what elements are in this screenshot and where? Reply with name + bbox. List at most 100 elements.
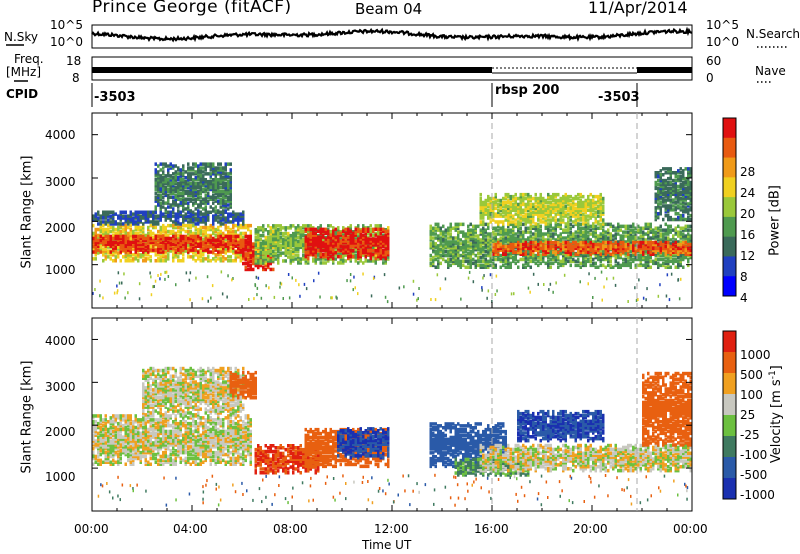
heatmap-cell — [189, 242, 192, 246]
heatmap-cell — [202, 181, 205, 186]
heatmap-cell — [142, 212, 145, 216]
heatmap-cell — [534, 253, 537, 258]
heatmap-cell — [619, 234, 622, 238]
heatmap-cell — [127, 257, 130, 261]
heatmap-cell — [599, 263, 602, 268]
heatmap-cell — [242, 216, 245, 220]
heatmap-cell — [494, 232, 497, 236]
heatmap-cell — [172, 225, 175, 230]
heatmap-cell — [614, 226, 617, 230]
heatmap-cell — [307, 247, 310, 251]
heatmap-cell — [97, 216, 100, 220]
heatmap-cell — [292, 233, 295, 238]
heatmap-cell — [187, 250, 190, 254]
heatmap-cell — [157, 185, 160, 190]
heatmap-cell — [217, 227, 220, 232]
heatmap-cell — [474, 224, 477, 229]
heatmap-cell — [627, 255, 630, 260]
heatmap-cell — [259, 255, 262, 259]
heatmap-cell — [189, 212, 192, 216]
heatmap-cell — [164, 176, 167, 180]
heatmap-cell — [177, 168, 180, 172]
heatmap-cell — [222, 191, 225, 196]
heatmap-cell — [174, 236, 177, 241]
heatmap-cell — [339, 261, 342, 265]
heatmap-cell — [197, 189, 200, 194]
heatmap-cell — [127, 251, 130, 255]
heatmap-cell — [272, 245, 275, 250]
heatmap-cell — [314, 239, 317, 243]
heatmap-cell — [172, 231, 175, 236]
heatmap-cell — [197, 216, 200, 220]
heatmap-cell — [367, 229, 370, 233]
heatmap-cell — [177, 178, 180, 182]
heatmap-cell — [297, 261, 300, 265]
heatmap-cell — [354, 239, 357, 243]
heatmap-cell — [292, 251, 295, 255]
heatmap-cell — [222, 199, 225, 203]
heatmap-cell — [292, 224, 295, 228]
heatmap-cell — [182, 251, 185, 255]
heatmap-cell — [204, 242, 207, 246]
heatmap-cell — [209, 183, 212, 188]
heatmap-cell — [242, 240, 245, 244]
heatmap-cell — [119, 244, 122, 248]
heatmap-cell — [132, 231, 135, 236]
heatmap-cell — [204, 227, 207, 232]
heatmap-cell — [144, 220, 147, 224]
heatmap-cell — [482, 259, 485, 264]
heatmap-cell — [137, 231, 140, 236]
heatmap-cell — [139, 240, 142, 245]
heatmap-cell — [242, 214, 245, 218]
heatmap-cell — [347, 235, 350, 239]
heatmap-cell — [97, 210, 100, 214]
heatmap-cell — [362, 237, 365, 241]
heatmap-cell — [207, 238, 210, 243]
heatmap-cell — [442, 232, 445, 236]
heatmap-cell — [224, 227, 227, 232]
heatmap-cell — [519, 226, 522, 230]
heatmap-cell — [292, 257, 295, 261]
heatmap-cell — [439, 230, 442, 234]
heatmap-cell — [124, 244, 127, 248]
heatmap-cell — [672, 234, 675, 238]
heatmap-cell — [174, 234, 177, 239]
heatmap-cell — [379, 245, 382, 249]
heatmap-cell — [169, 231, 172, 236]
heatmap-cell — [232, 240, 235, 245]
heatmap-cell — [359, 241, 362, 245]
heatmap-cell — [242, 254, 245, 258]
heatmap-cell — [342, 237, 345, 241]
heatmap-cell — [182, 234, 185, 239]
heatmap-cell — [172, 172, 175, 176]
heatmap-cell — [157, 193, 160, 198]
heatmap-cell — [172, 249, 175, 253]
heatmap-cell — [92, 244, 95, 248]
heatmap-cell — [249, 267, 252, 272]
heatmap-cell — [484, 249, 487, 254]
heatmap-cell — [159, 257, 162, 261]
heatmap-cell — [109, 234, 112, 239]
heatmap-cell — [302, 237, 305, 242]
heatmap-cell — [122, 244, 125, 248]
heatmap-cell — [457, 251, 460, 256]
heatmap-cell — [104, 222, 107, 226]
heatmap-cell — [217, 209, 220, 213]
heatmap-cell — [172, 203, 175, 207]
heatmap-cell — [314, 235, 317, 239]
heatmap-cell — [169, 210, 172, 214]
heatmap-cell — [284, 226, 287, 230]
heatmap-cell — [187, 243, 190, 247]
heatmap-cell — [182, 164, 185, 168]
heatmap-cell — [324, 231, 327, 235]
heatmap-cell — [317, 257, 320, 261]
heatmap-cell — [264, 263, 267, 268]
heatmap-cell — [297, 239, 300, 244]
heatmap-cell — [184, 234, 187, 239]
heatmap-cell — [189, 193, 192, 198]
heatmap-cell — [159, 246, 162, 250]
heatmap-cell — [202, 189, 205, 194]
heatmap-cell — [549, 228, 552, 232]
heatmap-cell — [464, 265, 467, 269]
heatmap-cell — [434, 232, 437, 236]
